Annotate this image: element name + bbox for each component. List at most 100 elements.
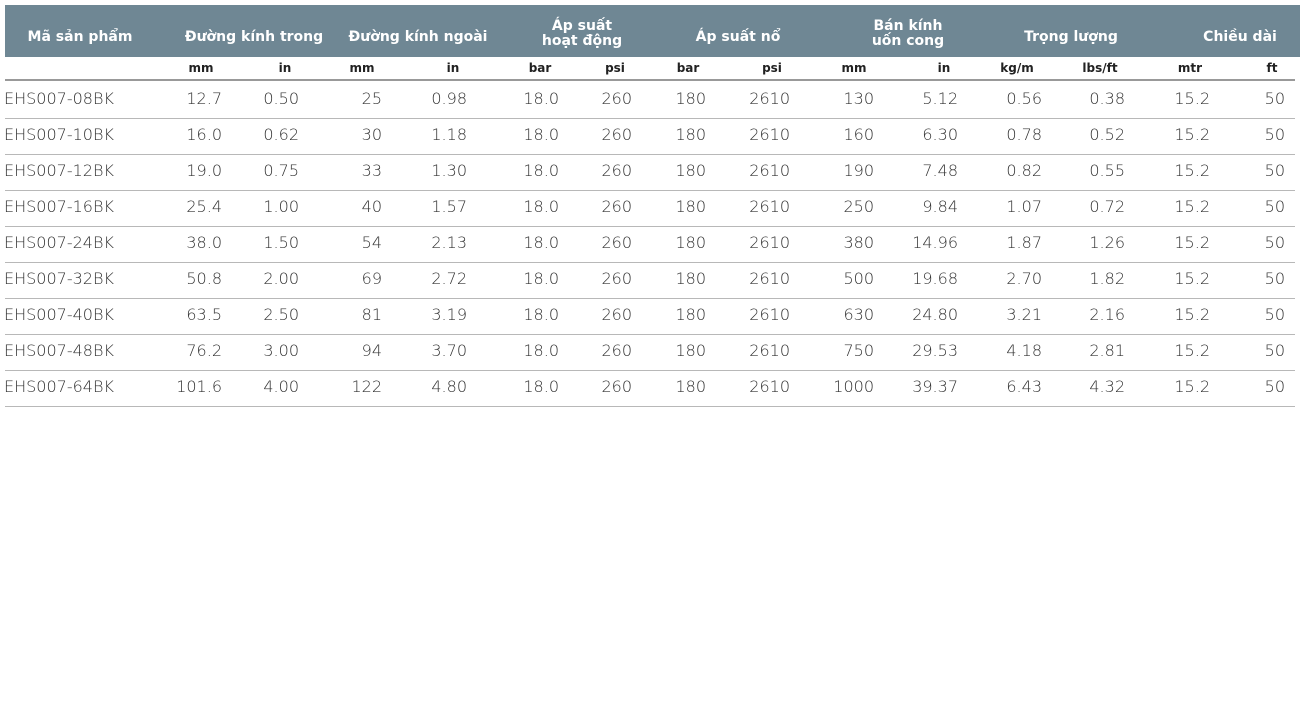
cell-value: 3.00 bbox=[263, 341, 299, 360]
cell-value: 24.80 bbox=[912, 305, 958, 324]
cell-value: 12.7 bbox=[186, 89, 222, 108]
row-rule bbox=[5, 118, 1295, 119]
cell-value: 1.26 bbox=[1089, 233, 1125, 252]
cell-value: 18.0 bbox=[523, 161, 559, 180]
cell-value: 50 bbox=[1264, 89, 1285, 108]
cell-value: 3.70 bbox=[431, 341, 467, 360]
cell-value: 18.0 bbox=[523, 305, 559, 324]
unit-label: bar bbox=[676, 61, 700, 75]
cell-value: 16.0 bbox=[186, 125, 222, 144]
cell-value: 1.18 bbox=[431, 125, 467, 144]
unit-label: psi bbox=[762, 61, 782, 75]
header-bar bbox=[5, 5, 1300, 57]
unit-label: psi bbox=[605, 61, 625, 75]
cell-value: 1000 bbox=[833, 377, 874, 396]
product-code: EHS007-24BK bbox=[4, 233, 114, 252]
row-rule bbox=[5, 262, 1295, 263]
cell-value: 15.2 bbox=[1174, 341, 1210, 360]
cell-value: 63.5 bbox=[186, 305, 222, 324]
unit-label: bar bbox=[528, 61, 552, 75]
cell-value: 260 bbox=[601, 197, 632, 216]
cell-value: 18.0 bbox=[523, 269, 559, 288]
cell-value: 19.0 bbox=[186, 161, 222, 180]
cell-value: 54 bbox=[361, 233, 382, 252]
row-rule bbox=[5, 334, 1295, 335]
cell-value: 50 bbox=[1264, 125, 1285, 144]
cell-value: 180 bbox=[675, 233, 706, 252]
cell-value: 0.56 bbox=[1006, 89, 1042, 108]
cell-value: 3.19 bbox=[431, 305, 467, 324]
cell-value: 180 bbox=[675, 125, 706, 144]
cell-value: 500 bbox=[843, 269, 874, 288]
unit-label: in bbox=[446, 61, 460, 75]
product-code: EHS007-12BK bbox=[4, 161, 114, 180]
header-rule bbox=[5, 79, 1295, 81]
group-header: Mã sản phẩm bbox=[27, 29, 133, 45]
cell-value: 94 bbox=[361, 341, 382, 360]
product-code: EHS007-32BK bbox=[4, 269, 114, 288]
cell-value: 122 bbox=[351, 377, 382, 396]
cell-value: 2.81 bbox=[1089, 341, 1125, 360]
unit-label: ft bbox=[1266, 61, 1278, 75]
cell-value: 260 bbox=[601, 269, 632, 288]
cell-value: 180 bbox=[675, 161, 706, 180]
cell-value: 39.37 bbox=[912, 377, 958, 396]
unit-label: mm bbox=[188, 61, 214, 75]
cell-value: 1.00 bbox=[263, 197, 299, 216]
row-rule bbox=[5, 298, 1295, 299]
cell-value: 1.07 bbox=[1006, 197, 1042, 216]
cell-value: 3.21 bbox=[1006, 305, 1042, 324]
group-header: uốn cong bbox=[871, 33, 945, 49]
cell-value: 14.96 bbox=[912, 233, 958, 252]
cell-value: 15.2 bbox=[1174, 269, 1210, 288]
product-code: EHS007-16BK bbox=[4, 197, 114, 216]
cell-value: 180 bbox=[675, 269, 706, 288]
cell-value: 4.00 bbox=[263, 377, 299, 396]
cell-value: 2.16 bbox=[1089, 305, 1125, 324]
cell-value: 180 bbox=[675, 89, 706, 108]
cell-value: 250 bbox=[843, 197, 874, 216]
cell-value: 260 bbox=[601, 233, 632, 252]
unit-label: mm bbox=[349, 61, 375, 75]
cell-value: 2610 bbox=[749, 305, 790, 324]
cell-value: 15.2 bbox=[1174, 89, 1210, 108]
cell-value: 0.98 bbox=[431, 89, 467, 108]
cell-value: 18.0 bbox=[523, 197, 559, 216]
cell-value: 2610 bbox=[749, 377, 790, 396]
cell-value: 50 bbox=[1264, 197, 1285, 216]
cell-value: 2610 bbox=[749, 161, 790, 180]
cell-value: 69 bbox=[361, 269, 382, 288]
cell-value: 260 bbox=[601, 377, 632, 396]
cell-value: 380 bbox=[843, 233, 874, 252]
group-header: hoạt động bbox=[541, 33, 623, 49]
cell-value: 15.2 bbox=[1174, 197, 1210, 216]
cell-value: 50 bbox=[1264, 305, 1285, 324]
cell-value: 180 bbox=[675, 377, 706, 396]
cell-value: 750 bbox=[843, 341, 874, 360]
cell-value: 81 bbox=[361, 305, 382, 324]
cell-value: 15.2 bbox=[1174, 377, 1210, 396]
cell-value: 0.78 bbox=[1006, 125, 1042, 144]
row-rule bbox=[5, 154, 1295, 155]
cell-value: 50 bbox=[1264, 233, 1285, 252]
cell-value: 38.0 bbox=[186, 233, 222, 252]
cell-value: 0.50 bbox=[263, 89, 299, 108]
cell-value: 19.68 bbox=[912, 269, 958, 288]
group-header: Đường kính ngoài bbox=[348, 29, 488, 45]
cell-value: 50 bbox=[1264, 269, 1285, 288]
product-code: EHS007-10BK bbox=[4, 125, 114, 144]
cell-value: 260 bbox=[601, 341, 632, 360]
cell-value: 18.0 bbox=[523, 233, 559, 252]
cell-value: 4.80 bbox=[431, 377, 467, 396]
cell-value: 40 bbox=[361, 197, 382, 216]
cell-value: 160 bbox=[843, 125, 874, 144]
cell-value: 2610 bbox=[749, 269, 790, 288]
cell-value: 2610 bbox=[749, 125, 790, 144]
cell-value: 260 bbox=[601, 89, 632, 108]
cell-value: 1.57 bbox=[431, 197, 467, 216]
cell-value: 9.84 bbox=[922, 197, 958, 216]
cell-value: 15.2 bbox=[1174, 305, 1210, 324]
cell-value: 29.53 bbox=[912, 341, 958, 360]
cell-value: 25.4 bbox=[186, 197, 222, 216]
group-header: Đường kính trong bbox=[184, 29, 324, 45]
